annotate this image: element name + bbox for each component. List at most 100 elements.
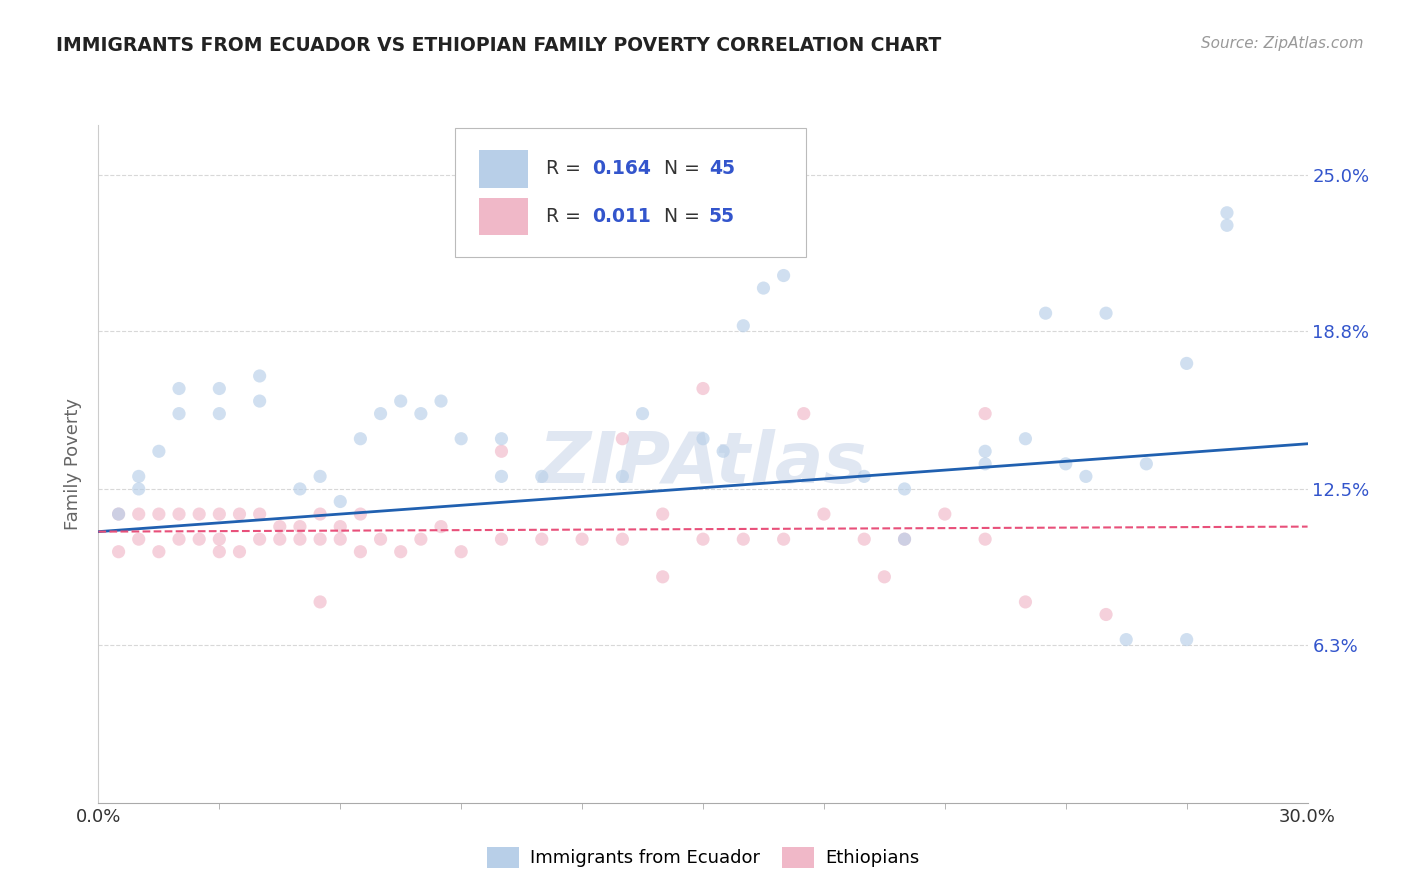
Point [1095,306,1118,320]
Point [208,382,231,396]
Point [1175,632,1198,647]
Text: R =: R = [546,160,586,178]
Point [813,507,835,521]
Point [692,532,714,546]
Text: 45: 45 [709,160,735,178]
Text: R =: R = [546,207,586,226]
Point [934,507,956,521]
Point [188,532,211,546]
Point [733,532,755,546]
Point [974,532,997,546]
FancyBboxPatch shape [479,151,527,187]
Point [128,482,150,496]
FancyBboxPatch shape [479,198,527,235]
Point [974,407,997,421]
Point [228,545,250,559]
Text: 0.011: 0.011 [592,207,651,226]
Point [349,432,371,446]
Point [1014,595,1036,609]
Point [269,519,291,533]
Point [1074,469,1097,483]
Point [329,519,352,533]
Point [148,545,170,559]
Point [491,432,513,446]
Point [450,545,472,559]
Point [1216,206,1239,220]
Point [1035,306,1057,320]
Point [430,519,453,533]
Text: N =: N = [652,207,706,226]
Point [309,532,332,546]
Point [208,407,231,421]
Point [612,469,634,483]
Point [772,268,794,283]
Point [370,407,392,421]
Point [893,532,915,546]
Text: N =: N = [652,160,706,178]
Point [148,507,170,521]
Point [793,407,815,421]
Point [249,532,271,546]
Point [249,394,271,409]
Point [571,532,593,546]
Point [208,532,231,546]
Point [711,444,734,458]
Point [1175,356,1198,370]
Point [167,532,190,546]
Point [430,394,453,409]
Point [228,507,250,521]
FancyBboxPatch shape [456,128,806,257]
Point [530,532,553,546]
Point [974,457,997,471]
Point [612,432,634,446]
Point [772,532,794,546]
Point [208,507,231,521]
Point [651,570,673,584]
Point [107,507,129,521]
Point [349,507,371,521]
Point [1014,432,1036,446]
Point [491,532,513,546]
Point [389,545,412,559]
Point [752,281,775,295]
Point [893,482,915,496]
Point [167,382,190,396]
Point [631,407,654,421]
Point [288,519,311,533]
Point [167,407,190,421]
Point [974,444,997,458]
Point [1216,219,1239,233]
Point [1054,457,1077,471]
Text: ZIPAtlas: ZIPAtlas [538,429,868,499]
Point [107,545,129,559]
Point [409,407,432,421]
Point [370,532,392,546]
Point [349,545,371,559]
Point [530,469,553,483]
Point [450,432,472,446]
Point [188,507,211,521]
Legend: Immigrants from Ecuador, Ethiopians: Immigrants from Ecuador, Ethiopians [479,840,927,875]
Point [491,444,513,458]
Point [853,532,876,546]
Point [249,368,271,383]
Point [873,570,896,584]
Text: IMMIGRANTS FROM ECUADOR VS ETHIOPIAN FAMILY POVERTY CORRELATION CHART: IMMIGRANTS FROM ECUADOR VS ETHIOPIAN FAM… [56,36,942,54]
Point [208,545,231,559]
Point [409,532,432,546]
Point [309,469,332,483]
Point [1135,457,1157,471]
Text: 0.164: 0.164 [592,160,651,178]
Text: Source: ZipAtlas.com: Source: ZipAtlas.com [1201,36,1364,51]
Text: 55: 55 [709,207,735,226]
Point [893,532,915,546]
Point [128,532,150,546]
Point [148,444,170,458]
Point [329,532,352,546]
Point [692,382,714,396]
Point [167,507,190,521]
Point [288,532,311,546]
Point [128,507,150,521]
Point [288,482,311,496]
Point [309,595,332,609]
